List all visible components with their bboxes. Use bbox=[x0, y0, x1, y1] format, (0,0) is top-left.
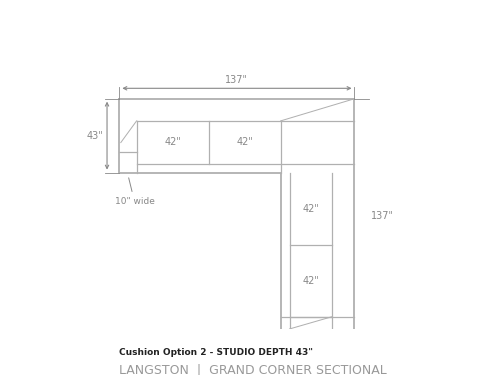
Text: 10" wide: 10" wide bbox=[114, 178, 154, 206]
Text: Cushion Option 2 - STUDIO DEPTH 43": Cushion Option 2 - STUDIO DEPTH 43" bbox=[120, 348, 314, 357]
Text: 42": 42" bbox=[302, 204, 320, 213]
Text: LANGSTON  |  GRAND CORNER SECTIONAL: LANGSTON | GRAND CORNER SECTIONAL bbox=[120, 363, 387, 375]
Text: 42": 42" bbox=[236, 137, 253, 147]
Text: 43": 43" bbox=[87, 130, 104, 141]
Text: 137": 137" bbox=[226, 75, 248, 85]
Text: 42": 42" bbox=[164, 137, 181, 147]
Text: 137": 137" bbox=[371, 211, 394, 221]
Text: 42": 42" bbox=[302, 276, 320, 286]
